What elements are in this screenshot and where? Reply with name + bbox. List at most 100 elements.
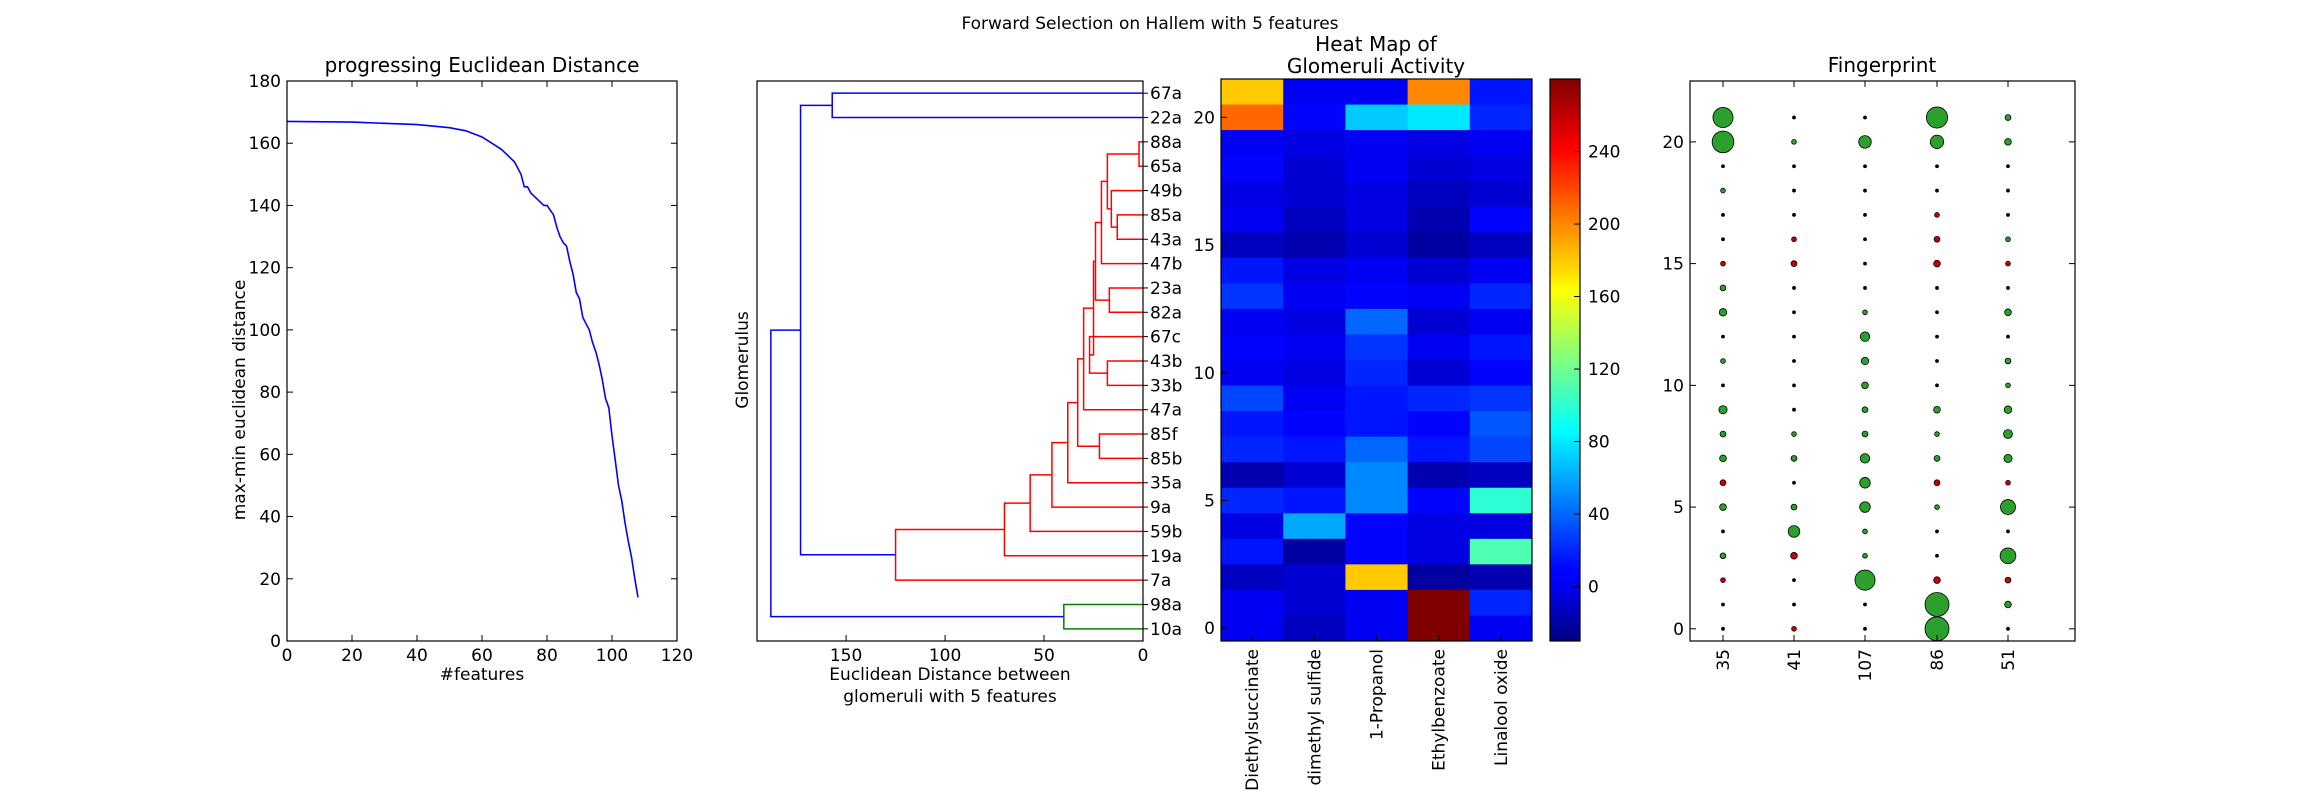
- heatmap-cell: [1345, 130, 1409, 157]
- y-tick-label: 60: [259, 445, 281, 465]
- leaf-label: 88a: [1150, 133, 1182, 153]
- fingerprint-dot: [1859, 331, 1871, 342]
- heatmap-cell: [1407, 79, 1471, 106]
- fingerprint-dot: [1718, 308, 1728, 317]
- fingerprint-dot: [1935, 188, 1939, 193]
- fingerprint-dot: [1935, 359, 1939, 363]
- dendrogram-link: [1076, 358, 1100, 447]
- fingerprint-dot: [1719, 454, 1727, 463]
- y-tick-label: 15: [1193, 236, 1215, 256]
- colorbar-tick-label: 40: [1588, 505, 1610, 525]
- x-tick-label: Linalool oxide: [1492, 649, 1512, 766]
- fingerprint-dot: [2004, 600, 2012, 609]
- fingerprint-dot: [2006, 529, 2010, 534]
- dendrogram-link: [1067, 401, 1143, 484]
- fingerprint-dot: [1933, 259, 1941, 268]
- heatmap-cell: [1221, 564, 1284, 591]
- leaf-label: 85b: [1150, 449, 1182, 469]
- panel-dendrogram: 150 100 50 0 67a 22a 88a 65a 49b 85a 43a 47b 23a 82a…: [733, 80, 1182, 707]
- fingerprint-dot: [2005, 260, 2011, 267]
- heatmap-cell: [1345, 206, 1409, 233]
- fingerprint-dot: [1719, 503, 1727, 511]
- fingerprint-dot: [1934, 431, 1940, 437]
- leaf-label: 65a: [1150, 157, 1182, 177]
- fingerprint-dot: [1859, 477, 1871, 489]
- fingerprint-dot: [1861, 430, 1869, 438]
- heatmap-cell: [1345, 334, 1409, 361]
- dendrogram-link: [770, 329, 1064, 618]
- heatmap-cell: [1407, 130, 1471, 157]
- leaf-label: 19a: [1150, 547, 1182, 567]
- fingerprint-dot: [1792, 115, 1796, 120]
- fingerprint-dot: [1719, 284, 1727, 292]
- fingerprint-dot: [1863, 237, 1867, 242]
- heatmap-cell: [1469, 564, 1533, 591]
- fingerprint-dot: [1863, 626, 1867, 631]
- fingerprint-dot: [2006, 334, 2010, 339]
- fingerprint-dot: [1712, 107, 1734, 128]
- dendrogram-link: [1003, 502, 1143, 557]
- fingerprint-dot: [1925, 106, 1949, 129]
- fingerprint-dot: [1933, 576, 1941, 584]
- fingerprint-dot: [1935, 383, 1939, 388]
- colorbar-tick-label: 200: [1588, 215, 1620, 235]
- x-tick-label: 107: [1856, 649, 1876, 681]
- fingerprint-dot: [1721, 529, 1725, 534]
- x-tick-label: 20: [341, 646, 363, 666]
- dendrogram-link: [1088, 335, 1143, 374]
- heatmap-cell: [1407, 436, 1471, 463]
- heatmap-cell: [1469, 360, 1533, 387]
- heatmap-cell: [1469, 513, 1533, 540]
- heatmap-cell: [1221, 334, 1284, 361]
- fingerprint-dot: [1719, 430, 1727, 438]
- x-tick-label: 0: [282, 646, 293, 666]
- fingerprint-dot: [2004, 576, 2012, 584]
- fingerprint-dot: [1999, 547, 2017, 565]
- x-tick-label: 40: [406, 646, 428, 666]
- heatmap-cell: [1407, 181, 1471, 208]
- heatmap-cell: [1469, 589, 1533, 616]
- heatmap-cell: [1345, 487, 1409, 514]
- y-tick-label: 80: [259, 383, 281, 403]
- fingerprint-dot: [1721, 237, 1725, 242]
- fingerprint-dot: [1859, 453, 1871, 464]
- fingerprint-dot: [1792, 383, 1796, 388]
- fingerprint-dot: [1719, 552, 1727, 560]
- fingerprint-dot: [1791, 139, 1797, 145]
- heatmap-cell: [1407, 513, 1471, 540]
- line-chart-title: progressing Euclidean Distance: [325, 53, 640, 77]
- heatmap-cell: [1221, 130, 1284, 157]
- fingerprint-dot: [1863, 188, 1867, 193]
- heatmap-cell: [1469, 155, 1533, 182]
- fingerprint-dot: [1861, 406, 1869, 414]
- leaf-label: 47b: [1150, 255, 1182, 275]
- heatmap-cell: [1345, 538, 1409, 565]
- heatmap-cell: [1407, 206, 1471, 233]
- fingerprint-dot: [1792, 359, 1796, 363]
- heatmap-cell: [1407, 334, 1471, 361]
- fingerprint-dot: [2006, 626, 2010, 631]
- fingerprint-dot: [1862, 528, 1868, 535]
- heatmap-colorbar: [1549, 78, 1581, 642]
- dendrogram-link: [894, 528, 1143, 581]
- heatmap-cell: [1345, 436, 1409, 463]
- dendrogram-link: [1029, 474, 1143, 533]
- x-tick-label: 150: [830, 646, 862, 666]
- fingerprint-dot: [1790, 455, 1798, 462]
- heatmap-cell: [1469, 206, 1533, 233]
- heatmap-cell: [1407, 411, 1471, 438]
- fingerprint-dot: [1718, 405, 1728, 415]
- heatmap-cell: [1345, 564, 1409, 591]
- fingerprint-dot: [1720, 260, 1726, 267]
- heatmap-cell: [1407, 257, 1471, 284]
- heatmap-cell: [1407, 155, 1471, 182]
- fingerprint-dot: [1863, 602, 1867, 607]
- heatmap-cell: [1283, 564, 1346, 591]
- fingerprint-dot: [1863, 261, 1867, 266]
- heatmap-title-line-1: Heat Map of: [1315, 32, 1438, 56]
- heatmap-cell: [1221, 181, 1284, 208]
- x-tick-label: 100: [596, 646, 628, 666]
- dendrogram-link: [1094, 221, 1110, 301]
- heatmap-cell: [1221, 360, 1284, 387]
